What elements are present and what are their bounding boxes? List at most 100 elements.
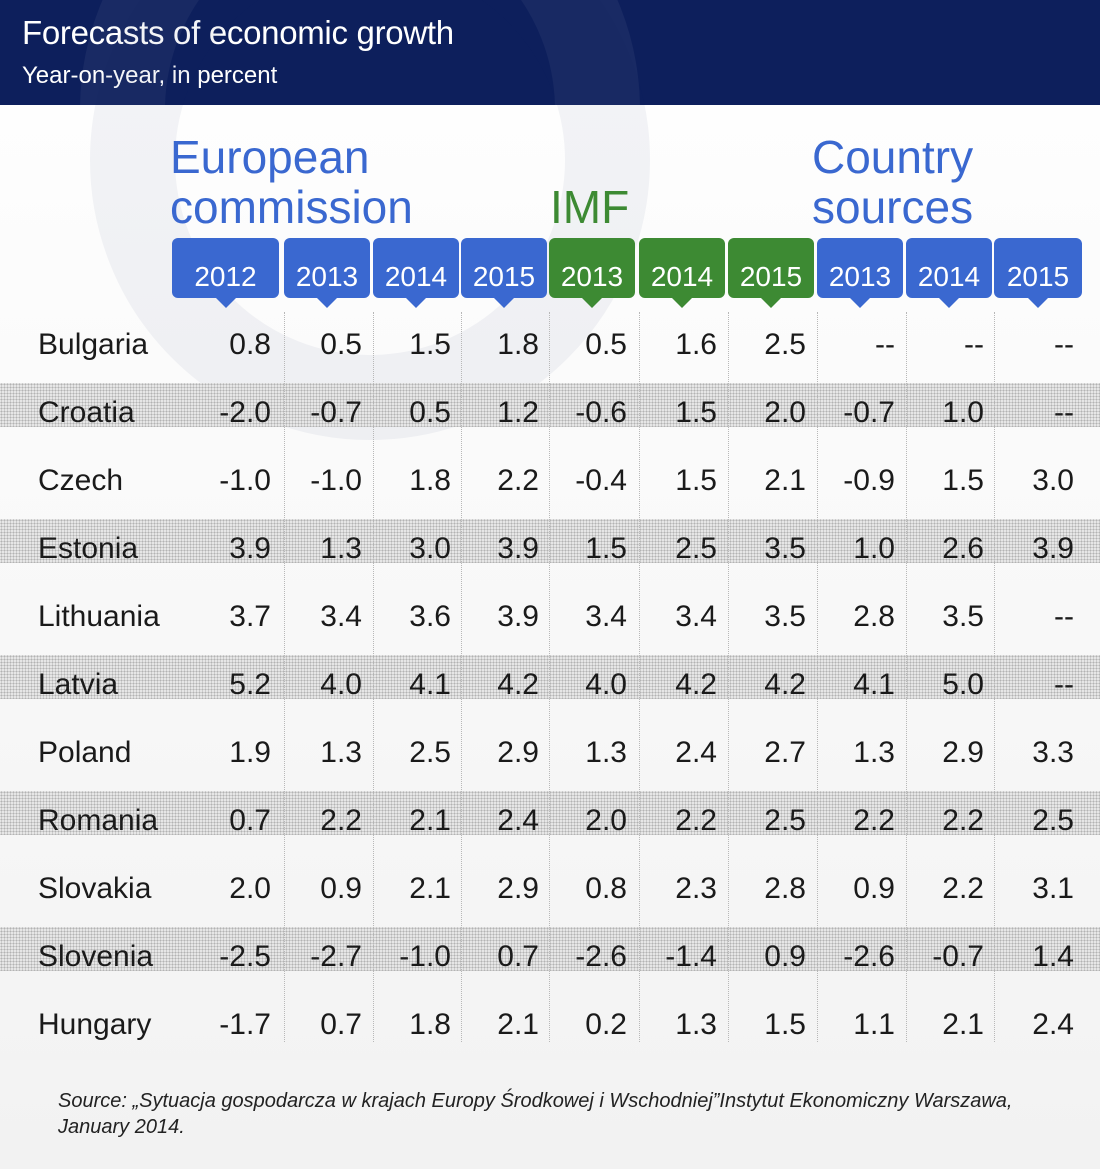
table-cell: 1.4 — [1032, 940, 1074, 973]
table-cell: 4.0 — [320, 668, 362, 701]
table-cell: 3.9 — [1032, 532, 1074, 565]
source-note: Source: „Sytuacja gospodarcza w krajach … — [58, 1090, 1013, 1138]
column-header-2014: 2014 — [906, 238, 992, 308]
table-cell: -2.6 — [575, 940, 627, 973]
table-cell: 3.4 — [585, 600, 627, 633]
table-cell: -0.7 — [310, 396, 362, 429]
table-cell: 0.7 — [320, 1008, 362, 1041]
table-cell: 3.5 — [764, 532, 806, 565]
column-divider — [461, 312, 462, 1042]
table-cell: 1.3 — [585, 736, 627, 769]
table-cell: 2.5 — [764, 804, 806, 837]
table-cell: 0.5 — [320, 328, 362, 361]
table-cell: 3.1 — [1032, 872, 1074, 905]
table-cell: -- — [1054, 668, 1074, 701]
table-cell: 0.5 — [585, 328, 627, 361]
table-cell: 0.5 — [409, 396, 451, 429]
table-cell: 1.6 — [675, 328, 717, 361]
table-cell: 2.8 — [853, 600, 895, 633]
table-cell: 0.9 — [320, 872, 362, 905]
table-cell: 1.5 — [409, 328, 451, 361]
column-divider — [728, 312, 729, 1042]
table-cell: 3.5 — [764, 600, 806, 633]
table-cell: 2.4 — [675, 736, 717, 769]
table-cell: 1.3 — [675, 1008, 717, 1041]
table-cell: 1.0 — [853, 532, 895, 565]
table-cell: 4.2 — [675, 668, 717, 701]
table-cell: 2.9 — [497, 736, 539, 769]
column-header-2015: 2015 — [728, 238, 814, 308]
table-cell: 3.3 — [1032, 736, 1074, 769]
row-stripe — [0, 519, 1100, 563]
table-cell: 3.7 — [229, 600, 271, 633]
row-stripe — [0, 655, 1100, 699]
chart-subtitle: Year-on-year, in percent — [22, 62, 278, 89]
column-divider — [817, 312, 818, 1042]
column-header-2014: 2014 — [373, 238, 459, 308]
table-cell: 2.2 — [942, 804, 984, 837]
table-cell: 0.9 — [764, 940, 806, 973]
country-label: Slovakia — [38, 872, 152, 905]
table-cell: -0.7 — [932, 940, 984, 973]
group-label-imf: IMF — [550, 182, 629, 232]
table-cell: 2.1 — [409, 804, 451, 837]
group-label-line: European — [170, 131, 370, 183]
table-cell: 2.6 — [942, 532, 984, 565]
table-cell: 2.3 — [675, 872, 717, 905]
table-cell: 3.4 — [320, 600, 362, 633]
table-cell: 4.2 — [764, 668, 806, 701]
table-cell: 2.5 — [764, 328, 806, 361]
table-cell: 1.5 — [675, 464, 717, 497]
table-cell: 0.7 — [497, 940, 539, 973]
table-cell: 2.5 — [409, 736, 451, 769]
table-cell: 4.1 — [853, 668, 895, 701]
table-cell: -2.5 — [219, 940, 271, 973]
table-cell: 2.7 — [764, 736, 806, 769]
table-cell: 2.0 — [764, 396, 806, 429]
table-cell: 5.0 — [942, 668, 984, 701]
column-header-2015: 2015 — [461, 238, 547, 308]
column-divider — [284, 312, 285, 1042]
table-cell: -1.7 — [219, 1008, 271, 1041]
table-cell: 2.5 — [675, 532, 717, 565]
table-cell: -0.9 — [843, 464, 895, 497]
column-divider — [639, 312, 640, 1042]
table-cell: -0.4 — [575, 464, 627, 497]
table-cell: 2.0 — [229, 872, 271, 905]
table-cell: 2.0 — [585, 804, 627, 837]
row-stripe — [0, 383, 1100, 427]
table-cell: -2.7 — [310, 940, 362, 973]
table-cell: 1.0 — [942, 396, 984, 429]
column-header-2012: 2012 — [172, 238, 279, 308]
group-label-line: Country — [812, 131, 974, 183]
country-label: Estonia — [38, 532, 139, 565]
table-cell: 2.1 — [764, 464, 806, 497]
table-cell: 2.5 — [1032, 804, 1074, 837]
table-cell: 4.0 — [585, 668, 627, 701]
table-cell: 3.6 — [409, 600, 451, 633]
column-header-2013: 2013 — [284, 238, 370, 308]
table-cell: -0.7 — [843, 396, 895, 429]
table-cell: -1.0 — [310, 464, 362, 497]
table-cell: 2.1 — [942, 1008, 984, 1041]
table-cell: 2.4 — [1032, 1008, 1074, 1041]
table-cell: -- — [1054, 396, 1074, 429]
table-cell: 2.9 — [497, 872, 539, 905]
table-cell: 2.2 — [942, 872, 984, 905]
table-cell: 1.5 — [942, 464, 984, 497]
table-cell: 2.2 — [320, 804, 362, 837]
table-cell: -- — [1054, 328, 1074, 361]
table-cell: -0.6 — [575, 396, 627, 429]
column-header-2014: 2014 — [639, 238, 725, 308]
table-cell: 3.5 — [942, 600, 984, 633]
table-cell: 1.1 — [853, 1008, 895, 1041]
table-cell: 2.2 — [853, 804, 895, 837]
table-cell: 1.5 — [675, 396, 717, 429]
table-cell: 0.2 — [585, 1008, 627, 1041]
column-divider — [373, 312, 374, 1042]
column-header-2013: 2013 — [817, 238, 903, 308]
table-cell: 5.2 — [229, 668, 271, 701]
table-cell: 1.5 — [585, 532, 627, 565]
table-cell: 1.3 — [320, 736, 362, 769]
country-label: Poland — [38, 736, 132, 769]
